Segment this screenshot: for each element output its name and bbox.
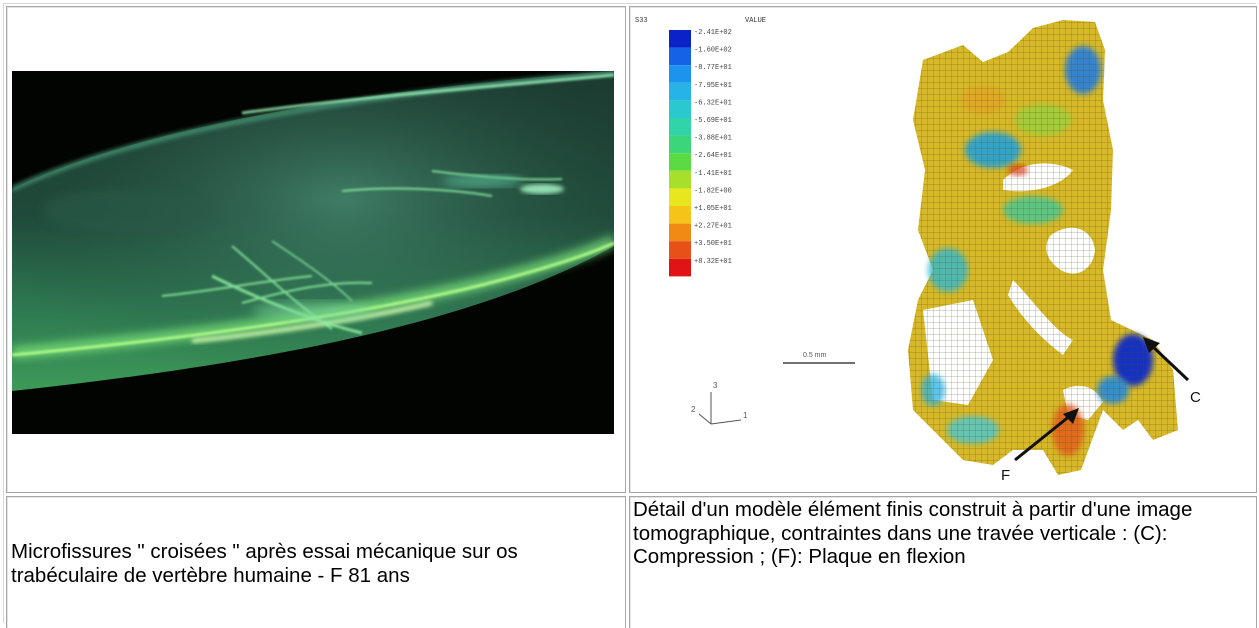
legend-value: +2.27E+01 (694, 223, 732, 231)
legend-value: -1.60E+02 (694, 47, 732, 55)
legend-value: -5.69E+01 (694, 117, 732, 125)
legend-swatch (669, 223, 691, 242)
microcrack-photo-image (12, 71, 614, 434)
fe-model-figure: S33 VALUE -2.41E+02 -1.60E+02 -8.77E+01 -7.… (633, 10, 1253, 490)
fe-model-svg: S33 VALUE -2.41E+02 -1.60E+02 -8.77E+01 -7.… (635, 17, 1201, 484)
legend-value: -1.82E+00 (694, 187, 732, 195)
legend-value: -8.77E+01 (694, 64, 732, 72)
arrow-c (1143, 337, 1190, 382)
fe-mesh-model (908, 20, 1178, 475)
legend-swatch (669, 206, 691, 224)
legend-swatch (669, 82, 691, 101)
caption-microcracks: Microfissures " croisées " après essai m… (11, 540, 518, 587)
marker-f: F (1001, 467, 1010, 484)
legend-value: -7.95E+01 (694, 82, 732, 90)
marker-c: C (1190, 389, 1201, 406)
legend-value: -1.41E+01 (694, 170, 732, 178)
legend-value: -6.32E+01 (694, 99, 732, 107)
caption-fe-model: Détail d'un modèle élément finis constru… (633, 498, 1193, 568)
legend-value: -2.41E+02 (694, 29, 732, 37)
legend-swatch (669, 188, 691, 206)
legend-swatch (669, 30, 691, 48)
stress-legend: -2.41E+02 -1.60E+02 -8.77E+01 -7.95E+01 -6.3… (669, 29, 732, 277)
axis-triad (698, 392, 742, 425)
legend-swatch (669, 170, 691, 189)
scale-label: 0.5 mm (803, 352, 827, 359)
cell-caption-right (629, 496, 1257, 628)
legend-value: -2.64E+01 (694, 152, 732, 160)
legend-swatch (669, 135, 691, 154)
legend-swatch (669, 258, 691, 277)
legend-value: +1.05E+01 (694, 205, 732, 213)
legend-swatch (669, 100, 691, 118)
legend-swatch (669, 153, 691, 171)
legend-value: +8.32E+01 (694, 258, 732, 266)
microcrack-photo (12, 71, 614, 434)
table-border-top (3, 3, 1256, 4)
legend-value: -3.88E+01 (694, 135, 732, 143)
axis-label-2: 2 (691, 405, 696, 414)
legend-swatch (669, 241, 691, 259)
table-border-left (3, 3, 4, 623)
legend-value-header: VALUE (745, 17, 766, 25)
legend-value: +3.50E+01 (694, 240, 732, 248)
legend-swatch (669, 65, 691, 83)
axis-label-1: 1 (743, 411, 748, 420)
legend-swatch (669, 47, 691, 66)
legend-swatch (669, 118, 691, 136)
legend-variable: S33 (635, 17, 648, 25)
axis-label-3: 3 (713, 381, 718, 390)
cell-caption-left (6, 496, 626, 628)
arrow-f (1014, 408, 1079, 462)
